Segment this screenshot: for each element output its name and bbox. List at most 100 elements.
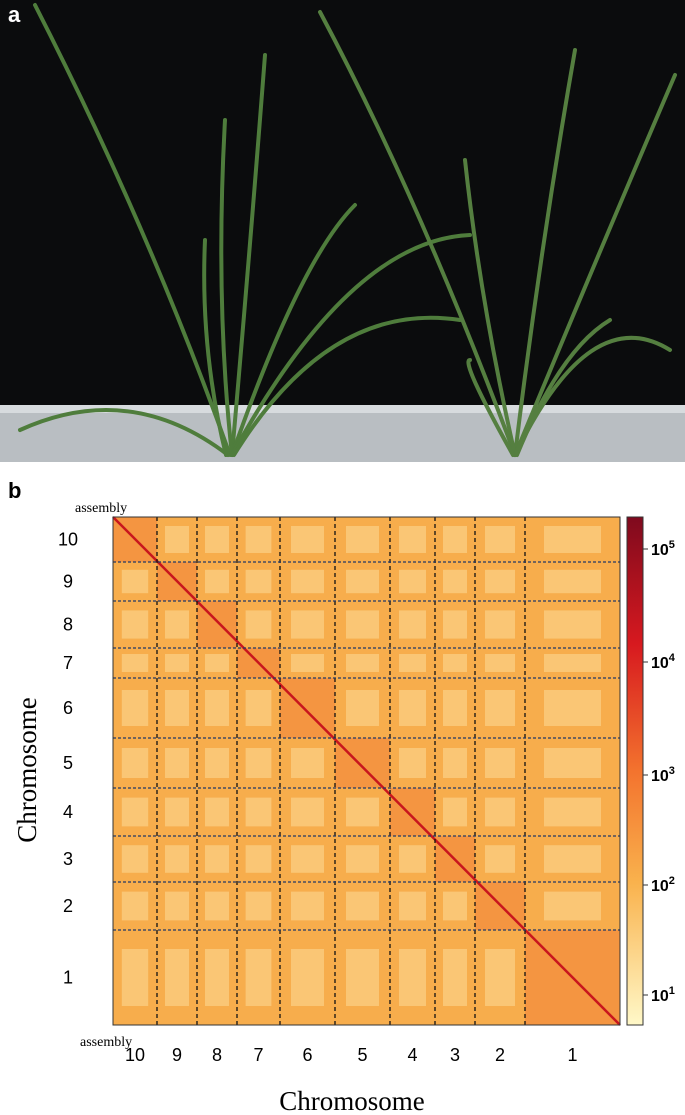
block-patch — [399, 949, 426, 1006]
panel-label: a — [8, 2, 21, 27]
block-patch — [205, 949, 229, 1006]
colorbar-label-exponent: 3 — [669, 765, 675, 777]
block-patch — [245, 690, 272, 726]
heatmap-frame — [112, 516, 621, 1026]
colorbar-label: 104 — [651, 652, 676, 672]
block-patch — [205, 797, 229, 827]
block-patch — [121, 610, 149, 639]
block-patch — [245, 610, 272, 639]
colorbar-label-base: 10 — [651, 655, 669, 672]
block-patch — [485, 526, 515, 553]
block-patch — [443, 949, 467, 1006]
block-patch — [205, 569, 229, 594]
block-patch — [245, 949, 272, 1006]
block-patch — [485, 690, 515, 726]
y-label: 2 — [63, 896, 73, 916]
block-patch — [291, 845, 324, 873]
block-patch — [245, 748, 272, 778]
block-patch — [245, 526, 272, 553]
block-patch — [165, 610, 189, 639]
colorbar-label-base: 10 — [651, 988, 669, 1005]
block-patch — [165, 654, 189, 672]
block-patch — [121, 569, 149, 594]
y-label: 3 — [63, 849, 73, 869]
block-patch — [121, 949, 149, 1006]
block — [335, 738, 390, 788]
block-patch — [399, 569, 426, 594]
pot — [0, 405, 685, 462]
plant-right — [318, 10, 677, 457]
block-patch — [165, 748, 189, 778]
block-patch — [165, 949, 189, 1006]
y-label: 6 — [63, 698, 73, 718]
block-patch — [291, 526, 324, 553]
block-patch — [443, 891, 467, 921]
y-label: 8 — [63, 615, 73, 635]
block-patch — [245, 569, 272, 594]
bottom-label: assembly — [80, 1035, 132, 1050]
block-patch — [544, 654, 601, 672]
block-patch — [485, 654, 515, 672]
x-label: 3 — [450, 1045, 460, 1065]
colorbar-label: 103 — [651, 765, 675, 785]
x-label: 10 — [125, 1045, 145, 1065]
block-patch — [165, 797, 189, 827]
x-label: 4 — [407, 1045, 417, 1065]
pot-rim — [0, 405, 685, 413]
block-patch — [443, 690, 467, 726]
block-patch — [291, 797, 324, 827]
block-patch — [485, 797, 515, 827]
block-patch — [291, 654, 324, 672]
block-patch — [291, 891, 324, 921]
block-patch — [399, 748, 426, 778]
block-patch — [399, 845, 426, 873]
block-patch — [245, 845, 272, 873]
x-label: 7 — [253, 1045, 263, 1065]
block-patch — [291, 748, 324, 778]
block-patch — [205, 891, 229, 921]
block-patch — [399, 891, 426, 921]
colorbar-label-exponent: 1 — [669, 985, 675, 997]
block-patch — [121, 845, 149, 873]
block-patch — [485, 748, 515, 778]
block-patch — [399, 690, 426, 726]
block — [280, 678, 335, 738]
block-patch — [121, 748, 149, 778]
block-patch — [443, 569, 467, 594]
block-patch — [245, 891, 272, 921]
block-patch — [485, 949, 515, 1006]
block — [390, 788, 435, 836]
block-patch — [399, 526, 426, 553]
block-patch — [399, 654, 426, 672]
block-patch — [346, 949, 379, 1006]
block-patch — [346, 690, 379, 726]
block-patch — [443, 610, 467, 639]
block-patch — [346, 891, 379, 921]
block-patch — [485, 569, 515, 594]
block-patch — [346, 610, 379, 639]
block-patch — [165, 845, 189, 873]
x-label: 9 — [172, 1045, 182, 1065]
block-patch — [443, 654, 467, 672]
block-patch — [346, 569, 379, 594]
block-patch — [346, 654, 379, 672]
colorbar-label-exponent: 4 — [669, 652, 676, 664]
block-patch — [443, 526, 467, 553]
block-patch — [346, 797, 379, 827]
block-patch — [205, 526, 229, 553]
block-patch — [544, 797, 601, 827]
block-patch — [245, 797, 272, 827]
block-patch — [121, 891, 149, 921]
block-patch — [291, 569, 324, 594]
block-patch — [544, 526, 601, 553]
block-patch — [291, 610, 324, 639]
block-patch — [399, 610, 426, 639]
panel-label: b — [8, 478, 21, 503]
photo-background — [0, 0, 685, 462]
y-label: 9 — [63, 572, 73, 592]
block-patch — [443, 797, 467, 827]
block-patch — [121, 654, 149, 672]
y-axis-title: Chromosome — [12, 697, 42, 843]
block-patch — [205, 654, 229, 672]
